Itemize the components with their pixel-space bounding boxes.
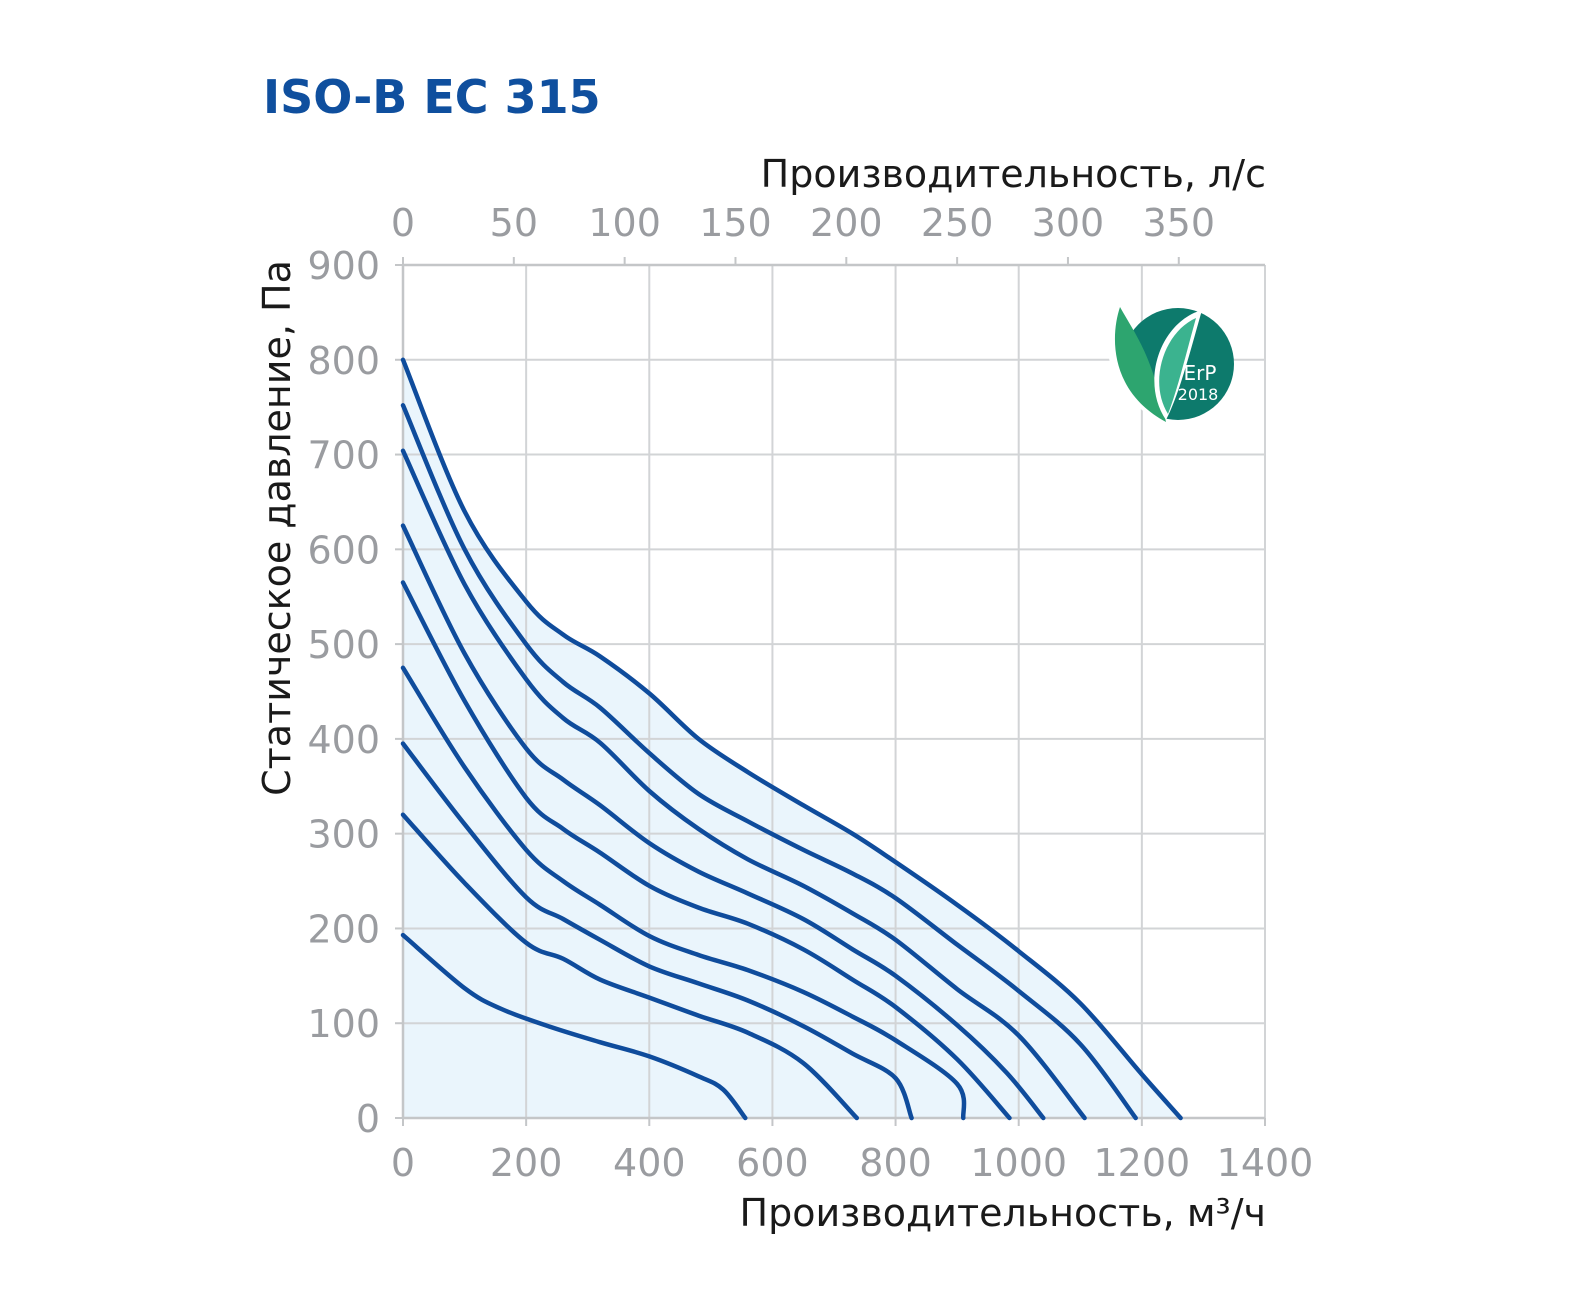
series-line-9 bbox=[400, 932, 748, 1121]
leaf-center-icon bbox=[1159, 318, 1196, 414]
series-line-3 bbox=[400, 448, 1087, 1121]
y-tick-label: 900 bbox=[307, 244, 380, 288]
x-tick-label: 200 bbox=[490, 1141, 563, 1185]
x-tick-label: 800 bbox=[859, 1141, 932, 1185]
y-tick-label: 200 bbox=[307, 907, 380, 951]
x-axis-label: Производительность, м³/ч bbox=[740, 1191, 1267, 1235]
x-tick-label: 1000 bbox=[970, 1141, 1067, 1185]
x2-tick-label: 0 bbox=[391, 201, 415, 245]
series-line-7 bbox=[400, 741, 914, 1121]
x-tick-label: 0 bbox=[391, 1141, 415, 1185]
series-line-2 bbox=[400, 403, 1138, 1121]
series-line-1 bbox=[400, 357, 1183, 1121]
x2-tick-label: 200 bbox=[810, 201, 883, 245]
x2-tick-label: 50 bbox=[490, 201, 538, 245]
y-tick-label: 800 bbox=[307, 339, 380, 383]
series-line-8 bbox=[400, 812, 860, 1121]
x2-axis-label: Производительность, л/с bbox=[761, 152, 1266, 196]
y-tick-label: 600 bbox=[307, 528, 380, 572]
x2-tick-label: 300 bbox=[1032, 201, 1105, 245]
series-line-4 bbox=[400, 523, 1046, 1121]
series-lines bbox=[400, 357, 1183, 1121]
x2-tick-label: 150 bbox=[699, 201, 772, 245]
badge-erp-text: ErP bbox=[1184, 361, 1217, 385]
x-tick-label: 1400 bbox=[1217, 1141, 1314, 1185]
x2-tick-label: 100 bbox=[588, 201, 661, 245]
erp-2018-badge: ErP 2018 bbox=[1106, 300, 1234, 424]
badge-year-text: 2018 bbox=[1178, 385, 1219, 404]
y-tick-labels: 0 100 200 300 400 500 600 700 800 900 bbox=[307, 244, 380, 1141]
y-axis-label: Статическое давление, Па bbox=[255, 260, 299, 796]
series-line-6 bbox=[400, 665, 967, 1121]
x-tick-labels: 0 200 400 600 800 1000 1200 1400 bbox=[391, 1141, 1313, 1185]
y-tick-label: 300 bbox=[307, 813, 380, 857]
x2-tick-label: 350 bbox=[1143, 201, 1216, 245]
leaf-outer-icon bbox=[1114, 307, 1166, 422]
y-tick-label: 400 bbox=[307, 718, 380, 762]
series-line-5 bbox=[400, 580, 1012, 1121]
x-tick-label: 1200 bbox=[1093, 1141, 1190, 1185]
y-tick-label: 700 bbox=[307, 434, 380, 478]
y-tick-label: 0 bbox=[356, 1097, 380, 1141]
x2-tick-label: 250 bbox=[921, 201, 994, 245]
x2-tick-labels: 0 50 100 150 200 250 300 350 bbox=[391, 201, 1215, 245]
y-tick-label: 500 bbox=[307, 623, 380, 667]
y-tick-label: 100 bbox=[307, 1002, 380, 1046]
x-tick-label: 400 bbox=[613, 1141, 686, 1185]
chart-title: ISO-B EC 315 bbox=[263, 70, 601, 124]
x-tick-label: 600 bbox=[736, 1141, 809, 1185]
